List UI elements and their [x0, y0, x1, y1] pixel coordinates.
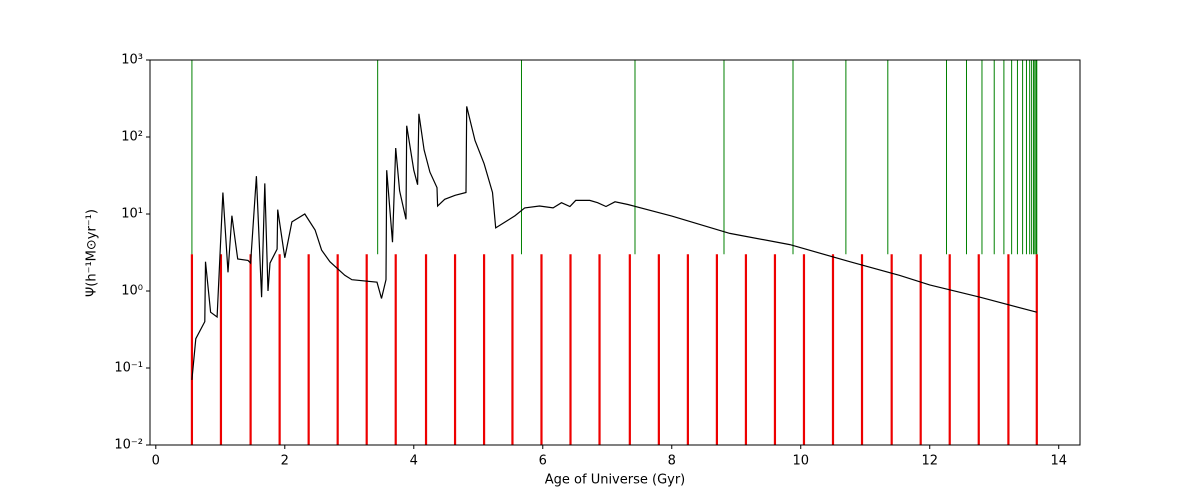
- y-tick-label: 10³: [121, 53, 143, 68]
- y-tick-label: 10¹: [121, 207, 143, 222]
- x-tick-label: 10: [792, 454, 809, 469]
- x-tick-label: 4: [410, 454, 418, 469]
- plot-frame: [149, 59, 1081, 446]
- x-tick-label: 2: [281, 454, 289, 469]
- y-tick-label: 10⁻¹: [114, 361, 143, 376]
- x-axis-label: Age of Universe (Gyr): [545, 473, 686, 488]
- y-tick-label: 10²: [121, 130, 143, 145]
- sfr-line: [191, 106, 1037, 380]
- x-tick-label: 8: [668, 454, 676, 469]
- x-tick-label: 12: [921, 454, 938, 469]
- y-tick-label: 10⁻²: [114, 438, 143, 453]
- x-tick-label: 0: [152, 454, 160, 469]
- y-tick-label: 10⁰: [121, 284, 143, 299]
- y-axis-label: Ψ(h⁻¹M⊙yr⁻¹): [85, 209, 100, 297]
- x-tick-label: 14: [1050, 454, 1067, 469]
- x-tick-label: 6: [539, 454, 547, 469]
